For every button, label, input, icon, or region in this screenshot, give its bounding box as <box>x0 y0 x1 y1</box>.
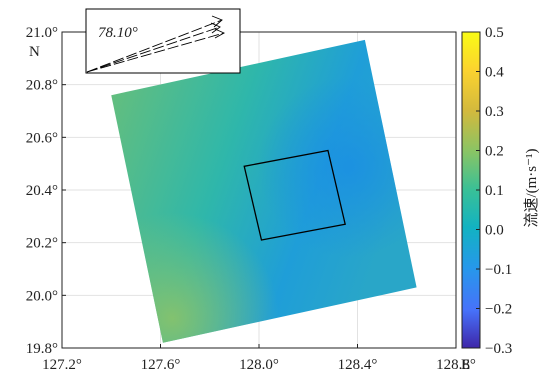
y-tick-label: 21.0° <box>26 25 58 41</box>
x-tick-label: 128.8° <box>436 357 476 373</box>
colorbar-tick-label: 0.0 <box>485 223 504 239</box>
study-area-box <box>243 149 346 241</box>
x-tick-label: 128.0° <box>239 357 279 373</box>
y-tick-label: 20.0° <box>26 288 58 304</box>
current-arrows <box>86 15 226 73</box>
y-tick-label: 20.6° <box>26 130 58 146</box>
colorbar-tick-label: −0.1 <box>485 262 512 278</box>
colorbar-tick-label: −0.3 <box>485 341 512 357</box>
x-tick-label: 128.4° <box>338 357 378 373</box>
y-tick-label: 19.8° <box>26 341 58 357</box>
x-axis-unit-label: E <box>461 357 470 373</box>
direction-inset: 78.10° <box>85 8 241 74</box>
x-axis-ticks: 127.2° 127.6° 128.0° 128.4° 128.8° <box>42 344 476 373</box>
inset-angle-label: 78.10° <box>98 25 138 41</box>
y-tick-label: 20.2° <box>26 236 58 252</box>
colorbar-tick-label: 0.4 <box>485 65 504 81</box>
colorbar-tick-label: 0.5 <box>485 25 504 41</box>
velocity-field-low-zone <box>111 39 417 343</box>
inset-box <box>85 8 241 74</box>
x-tick-label: 127.2° <box>42 357 82 373</box>
y-tick-label: 20.4° <box>26 183 58 199</box>
x-tick-label: 127.6° <box>141 357 181 373</box>
colorbar-tick-label: 0.2 <box>485 144 504 160</box>
colorbar-label: 流速/(m·s⁻¹) <box>523 148 540 227</box>
colorbar-tick-label: 0.3 <box>485 104 504 120</box>
colorbar-tick-label: 0.1 <box>485 183 504 199</box>
colorbar-ticks: 0.5 0.4 0.3 0.2 0.1 0.0 −0.1 −0.2 −0.3 <box>476 25 512 357</box>
colorbar-tick-label: −0.2 <box>485 302 512 318</box>
y-axis-unit-label: N <box>29 44 40 60</box>
y-axis-ticks: 19.8° 20.0° 20.2° 20.4° 20.6° 20.8° 21.0° <box>26 25 66 357</box>
y-tick-label: 20.8° <box>26 78 58 94</box>
